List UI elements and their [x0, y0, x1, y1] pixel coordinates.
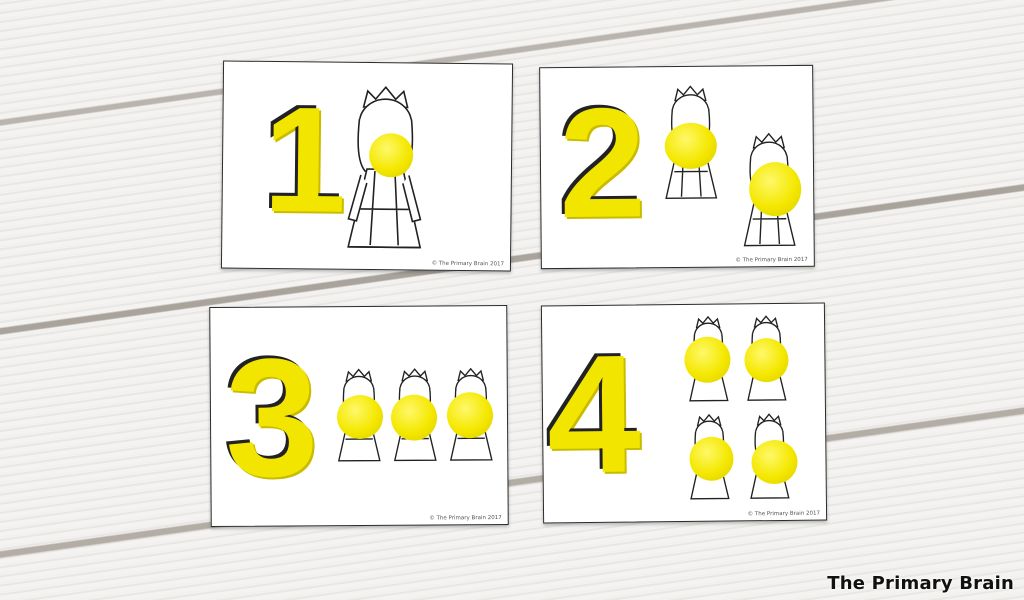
copyright-text: © The Primary Brain 2017: [735, 256, 808, 264]
playdough-numeral: 2: [558, 76, 647, 252]
playdough-ball: [689, 436, 734, 481]
playdough-ball: [664, 122, 718, 170]
copyright-text: © The Primary Brain 2017: [431, 260, 505, 268]
playdough-ball: [390, 394, 438, 441]
counting-card-2: 2 © The Primary Brain 2017: [539, 64, 815, 270]
playdough-numeral: 1: [262, 74, 348, 244]
copyright-text: © The Primary Brain 2017: [429, 515, 502, 522]
playdough-ball: [368, 133, 414, 178]
brand-watermark: The Primary Brain: [827, 573, 1014, 594]
playdough-ball: [751, 439, 798, 485]
copyright-text: © The Primary Brain 2017: [747, 510, 821, 518]
playdough-ball: [336, 394, 384, 440]
playdough-ball: [748, 161, 802, 217]
playdough-ball: [446, 392, 494, 439]
counting-card-3: 3 © The Primary Brain 2017: [209, 304, 509, 528]
counting-card-1: 1 © The Primary Brain 2017: [220, 60, 514, 272]
playdough-ball: [684, 336, 731, 383]
playdough-numeral: 4: [546, 319, 642, 509]
counting-card-4: 4 © The Pr: [540, 302, 828, 524]
playdough-numeral: 3: [224, 323, 320, 512]
playdough-ball: [744, 337, 789, 383]
